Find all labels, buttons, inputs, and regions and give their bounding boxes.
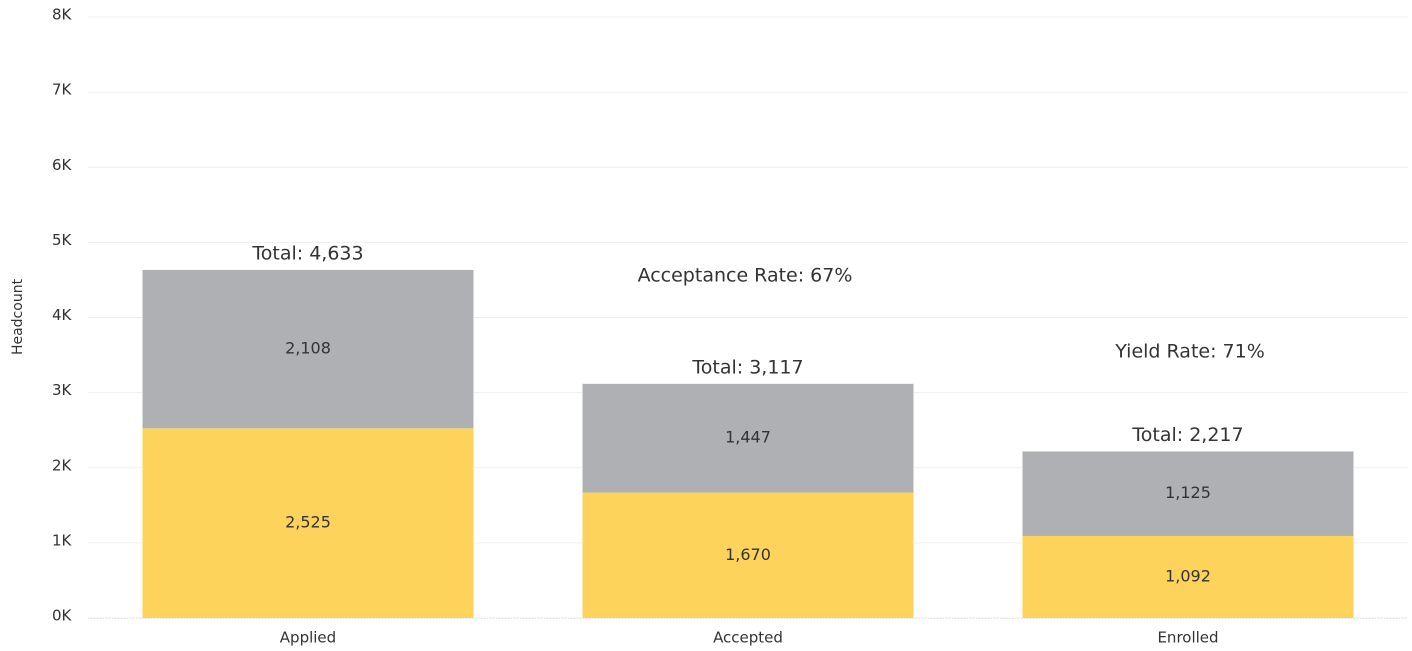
y-tick-label: 8K <box>52 6 73 24</box>
y-tick-label: 1K <box>52 531 73 549</box>
y-tick-label: 6K <box>52 156 73 174</box>
x-tick-label: Accepted <box>713 629 783 647</box>
total-label: Total: 3,117 <box>691 356 803 378</box>
x-tick-label: Applied <box>280 629 336 647</box>
value-label: 1,125 <box>1165 483 1211 502</box>
y-tick-label: 3K <box>52 381 73 399</box>
x-tick-label: Enrolled <box>1157 629 1218 647</box>
annotation: Yield Rate: 71% <box>1114 341 1265 363</box>
bar-segment <box>1022 451 1354 536</box>
bar-segment <box>582 492 914 618</box>
y-tick-label: 7K <box>52 81 73 99</box>
bar-segment <box>582 383 914 493</box>
value-label: 1,670 <box>725 545 771 564</box>
total-label: Total: 4,633 <box>251 242 363 264</box>
y-axis-label: Headcount <box>10 278 26 355</box>
value-label: 2,108 <box>285 339 331 358</box>
bar-segment <box>1022 535 1354 618</box>
bar-segment <box>142 269 474 429</box>
y-tick-label: 5K <box>52 231 73 249</box>
annotation: Acceptance Rate: 67% <box>638 265 853 287</box>
bar-segment <box>142 428 474 618</box>
value-label: 1,092 <box>1165 566 1211 585</box>
value-label: 1,447 <box>725 428 771 447</box>
y-tick-label: 4K <box>52 306 73 324</box>
value-label: 2,525 <box>285 513 331 532</box>
y-tick-label: 2K <box>52 456 73 474</box>
total-label: Total: 2,217 <box>1131 424 1243 446</box>
y-tick-label: 0K <box>52 607 73 625</box>
